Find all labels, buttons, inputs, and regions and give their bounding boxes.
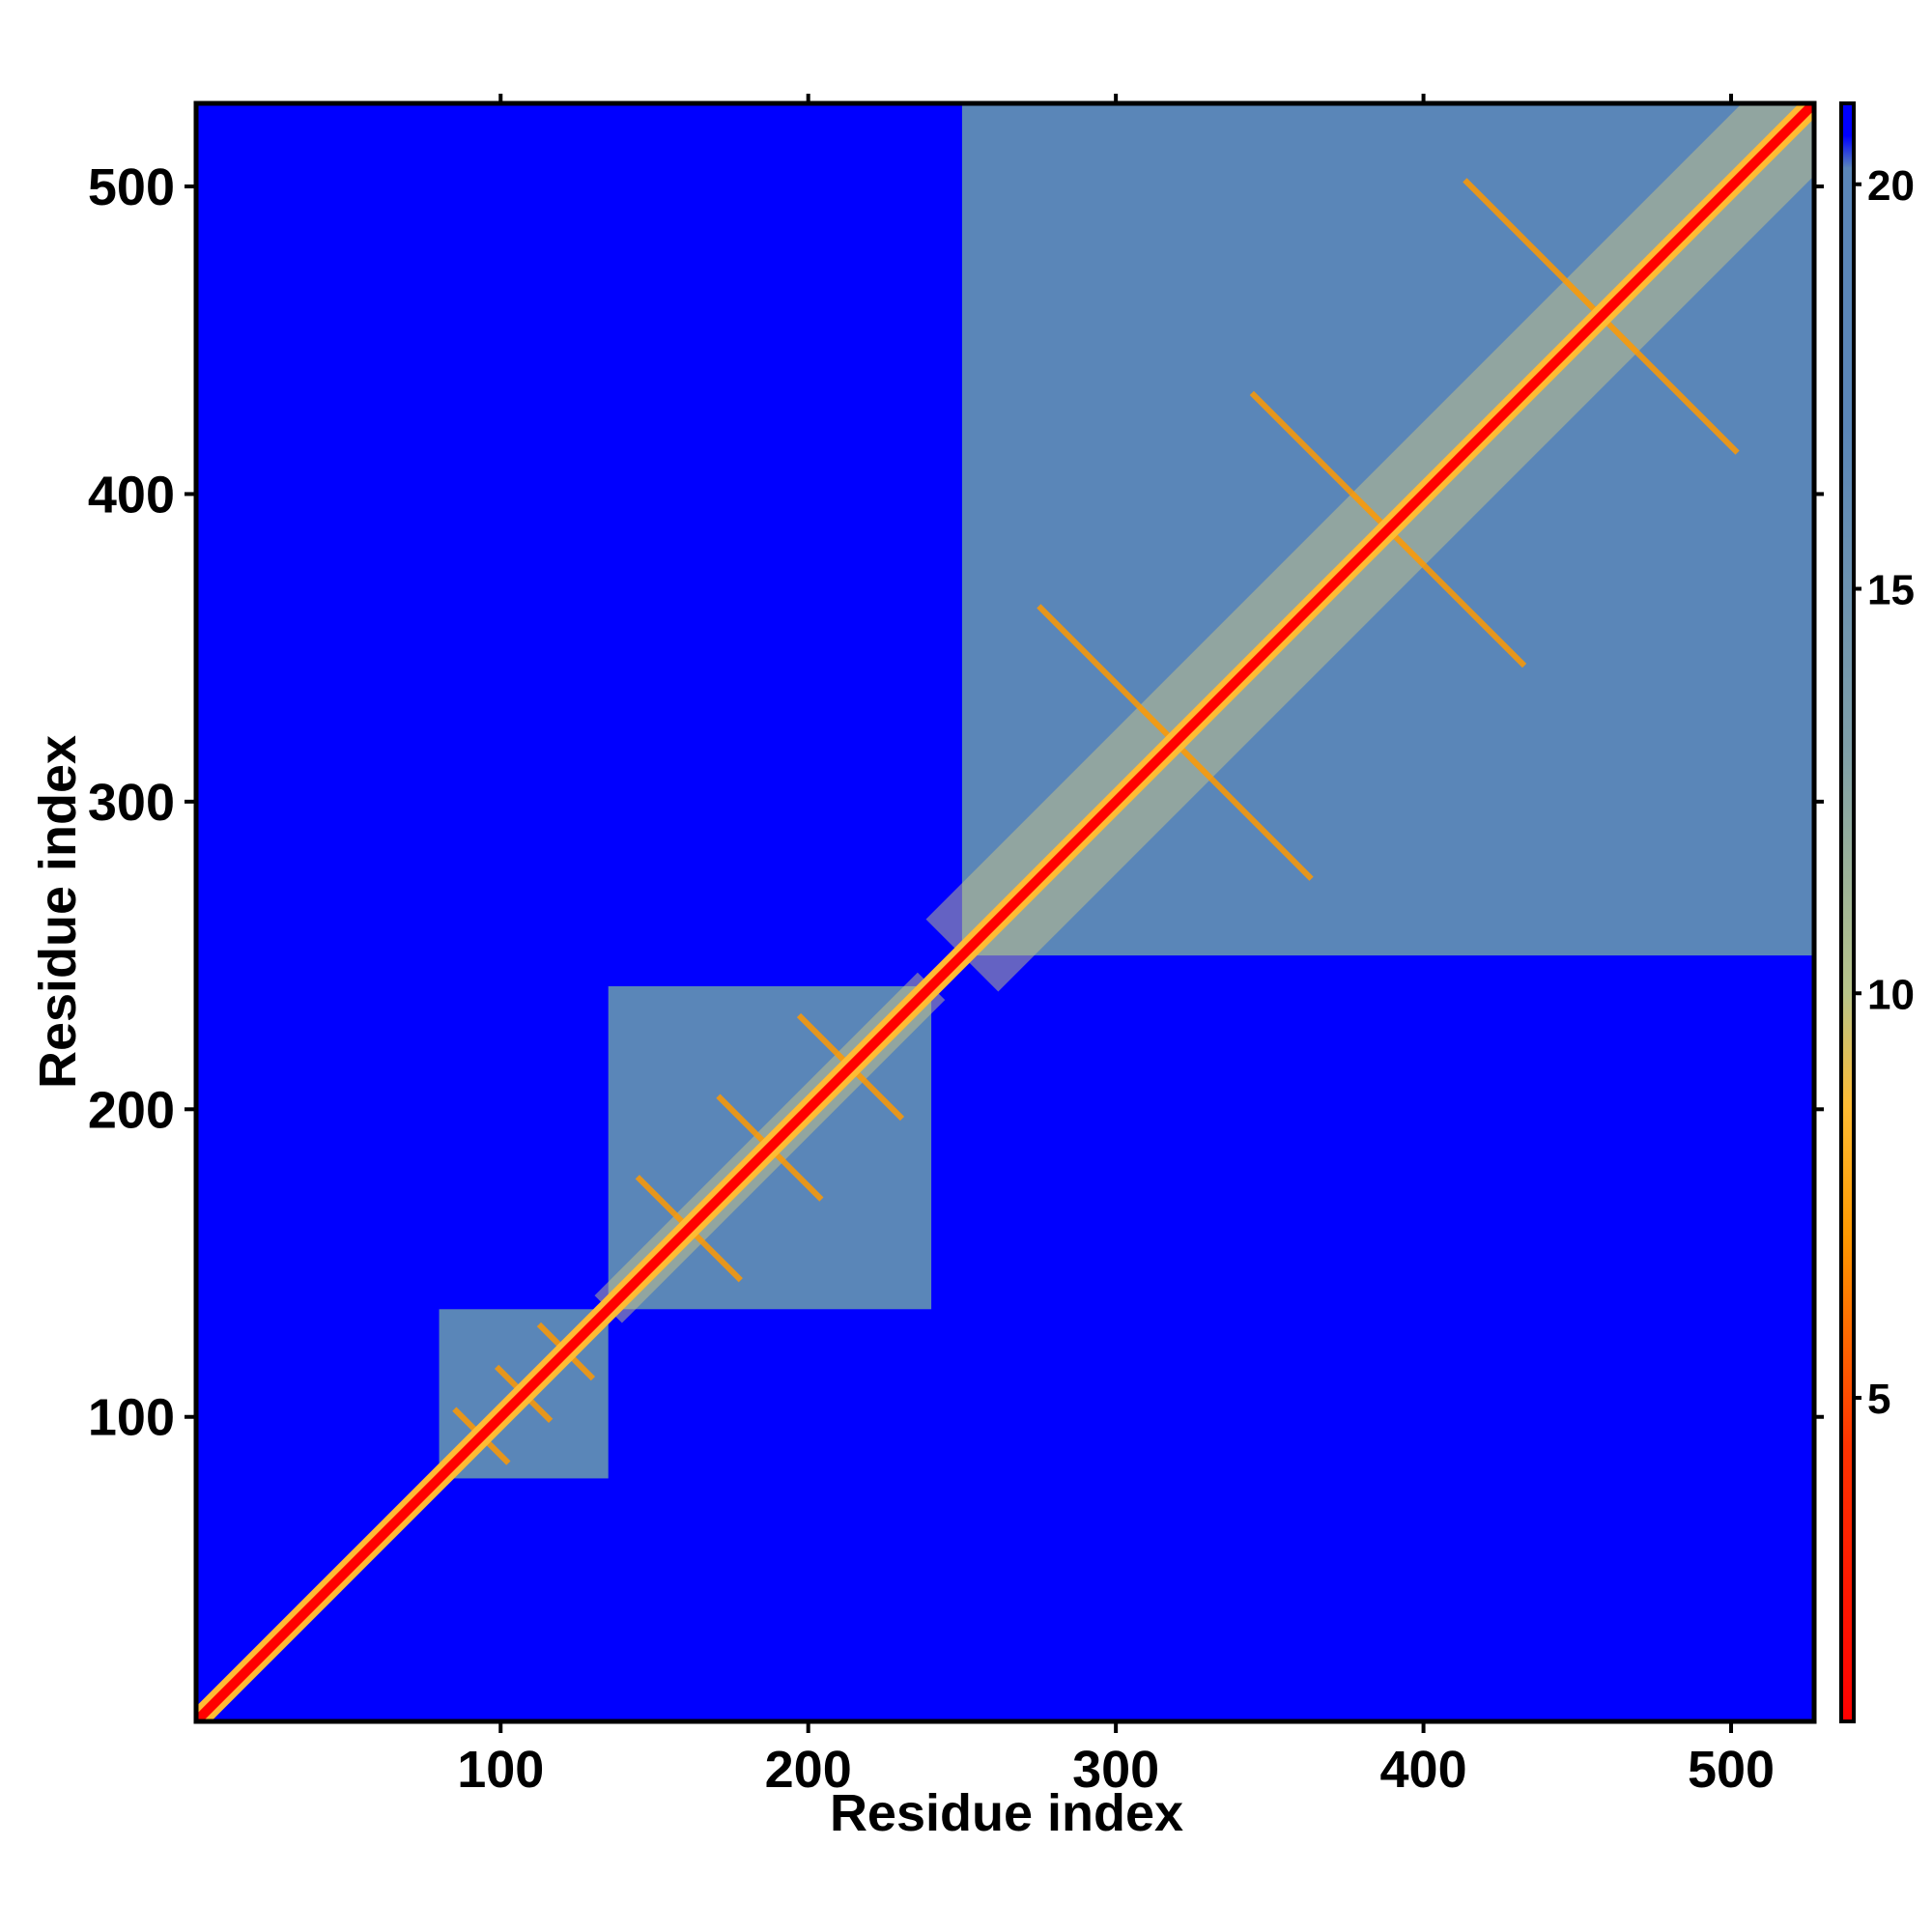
colorbar-ticks: 5 10 15 20 (1854, 162, 1915, 1423)
colorbar-gradient (1839, 101, 1856, 1723)
y-tick-label: 100 (88, 1389, 175, 1447)
colorbar-tick-label: 5 (1867, 1376, 1890, 1423)
y-axis: 100 200 300 400 500 (88, 158, 196, 1447)
x-tick-label: 500 (1688, 1741, 1775, 1799)
y-tick-label: 300 (88, 774, 175, 832)
y-tick-label: 400 (88, 466, 175, 524)
x-axis: 100 200 300 400 500 (457, 1721, 1775, 1799)
top-axis-ticks (498, 94, 1734, 103)
diagonal-contacts (196, 103, 1814, 1721)
colorbar-tick-label: 10 (1867, 971, 1915, 1018)
plot-frame (193, 100, 1817, 1724)
x-tick-label: 200 (765, 1741, 852, 1799)
heatmap-plot-area (193, 100, 1817, 1724)
x-axis-title: Residue index (830, 1784, 1183, 1842)
colorbar-tick-label: 15 (1867, 567, 1915, 614)
y-tick-label: 500 (88, 158, 175, 216)
colorbar-tick-label: 20 (1867, 162, 1915, 210)
diagonal-band-inner (196, 103, 1814, 1721)
x-tick-label: 300 (1072, 1741, 1159, 1799)
x-tick-label: 400 (1380, 1741, 1467, 1799)
colorbar: 5 10 15 20 (1839, 101, 1915, 1723)
y-axis-title: Residue index (29, 735, 87, 1089)
right-axis-ticks (1814, 184, 1824, 1419)
x-tick-label: 100 (457, 1741, 544, 1799)
y-tick-label: 200 (88, 1081, 175, 1139)
